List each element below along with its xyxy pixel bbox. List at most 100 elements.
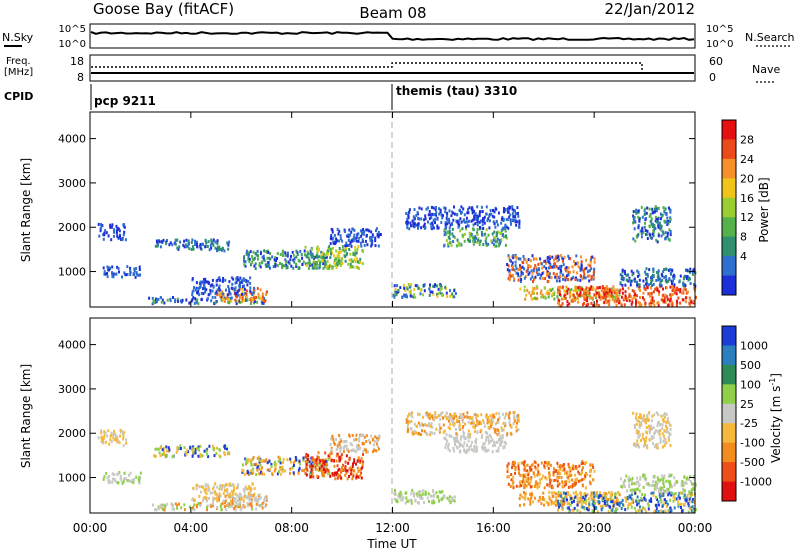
data-cell (493, 210, 496, 214)
data-cell (637, 215, 640, 219)
data-cell (183, 446, 186, 450)
data-cell (433, 500, 436, 504)
data-cell (572, 295, 575, 299)
data-cell (645, 279, 648, 283)
data-cell (296, 253, 299, 256)
data-cell (576, 271, 579, 275)
data-cell (624, 294, 627, 298)
data-cell (641, 229, 644, 233)
data-cell (506, 218, 509, 222)
data-cell (347, 238, 350, 242)
data-cell (478, 243, 481, 247)
data-cell (306, 458, 309, 461)
data-cell (642, 444, 645, 448)
colorbar-tick-label: -100 (740, 437, 765, 450)
data-cell (668, 238, 671, 242)
data-cell (501, 216, 504, 220)
data-cell (636, 431, 639, 435)
data-cell (643, 441, 646, 444)
data-cell (102, 477, 105, 481)
data-cell (161, 298, 164, 302)
data-cell (110, 225, 113, 229)
data-cell (407, 214, 410, 218)
data-cell (630, 279, 633, 283)
data-cell (643, 298, 646, 302)
data-cell (452, 295, 455, 299)
data-cell (249, 250, 252, 254)
data-cell (316, 245, 319, 249)
data-cell (585, 507, 588, 510)
data-cell (453, 416, 455, 420)
data-cell (206, 505, 208, 509)
data-cell (311, 468, 314, 472)
data-cell (100, 431, 103, 435)
data-cell (206, 297, 209, 301)
data-cell (483, 424, 486, 428)
data-cell (432, 206, 435, 210)
data-cell (112, 436, 115, 440)
station-title: Goose Bay (fitACF) (93, 0, 234, 18)
data-cell (444, 414, 447, 418)
data-cell (260, 470, 262, 474)
data-cell (547, 462, 550, 466)
data-cell (633, 423, 636, 427)
data-cell (512, 265, 514, 269)
data-cell (543, 503, 545, 507)
data-cell (340, 469, 343, 473)
data-cell (495, 220, 498, 224)
data-cell (363, 435, 366, 439)
data-cell (639, 229, 642, 233)
data-cell (418, 413, 421, 417)
data-cell (102, 266, 105, 270)
data-cell (249, 487, 252, 490)
data-cell (311, 266, 314, 270)
data-cell (185, 452, 188, 456)
colorbar-segment (722, 326, 736, 346)
data-cell (588, 503, 591, 507)
data-cell (250, 504, 253, 508)
data-cell (609, 500, 612, 504)
data-cell (575, 478, 578, 482)
data-cell (231, 502, 234, 506)
data-cell (326, 266, 329, 270)
data-cell (586, 493, 589, 497)
data-cell (457, 224, 460, 228)
data-cell (516, 206, 519, 210)
data-cell (480, 219, 483, 223)
data-cell (439, 291, 442, 295)
data-cell (645, 267, 648, 271)
data-cell (562, 484, 565, 488)
data-cell (605, 492, 608, 496)
data-cell (637, 416, 640, 419)
data-cell (526, 288, 529, 292)
data-cell (497, 230, 500, 234)
data-cell (313, 458, 316, 462)
data-cell (227, 300, 230, 304)
data-cell (362, 231, 364, 235)
data-cell (580, 502, 583, 506)
data-cell (366, 243, 369, 247)
data-cell (452, 449, 455, 453)
data-cell (271, 473, 274, 476)
data-cell (320, 468, 323, 472)
data-cell (655, 217, 658, 221)
data-cell (261, 295, 264, 299)
data-cell (275, 259, 277, 263)
data-cell (252, 467, 255, 471)
data-cell (355, 239, 358, 243)
data-cell (642, 419, 644, 422)
data-cell (659, 436, 662, 440)
data-cell (310, 255, 313, 259)
data-cell (510, 432, 513, 436)
data-cell (314, 465, 317, 469)
data-cell (427, 492, 430, 496)
data-cell (316, 455, 319, 459)
data-cell (269, 252, 272, 256)
data-cell (350, 244, 353, 248)
data-cell (621, 485, 624, 489)
data-cell (564, 472, 567, 475)
data-cell (196, 301, 198, 305)
data-cell (355, 475, 358, 479)
data-cell (581, 288, 584, 291)
data-cell (314, 461, 316, 464)
